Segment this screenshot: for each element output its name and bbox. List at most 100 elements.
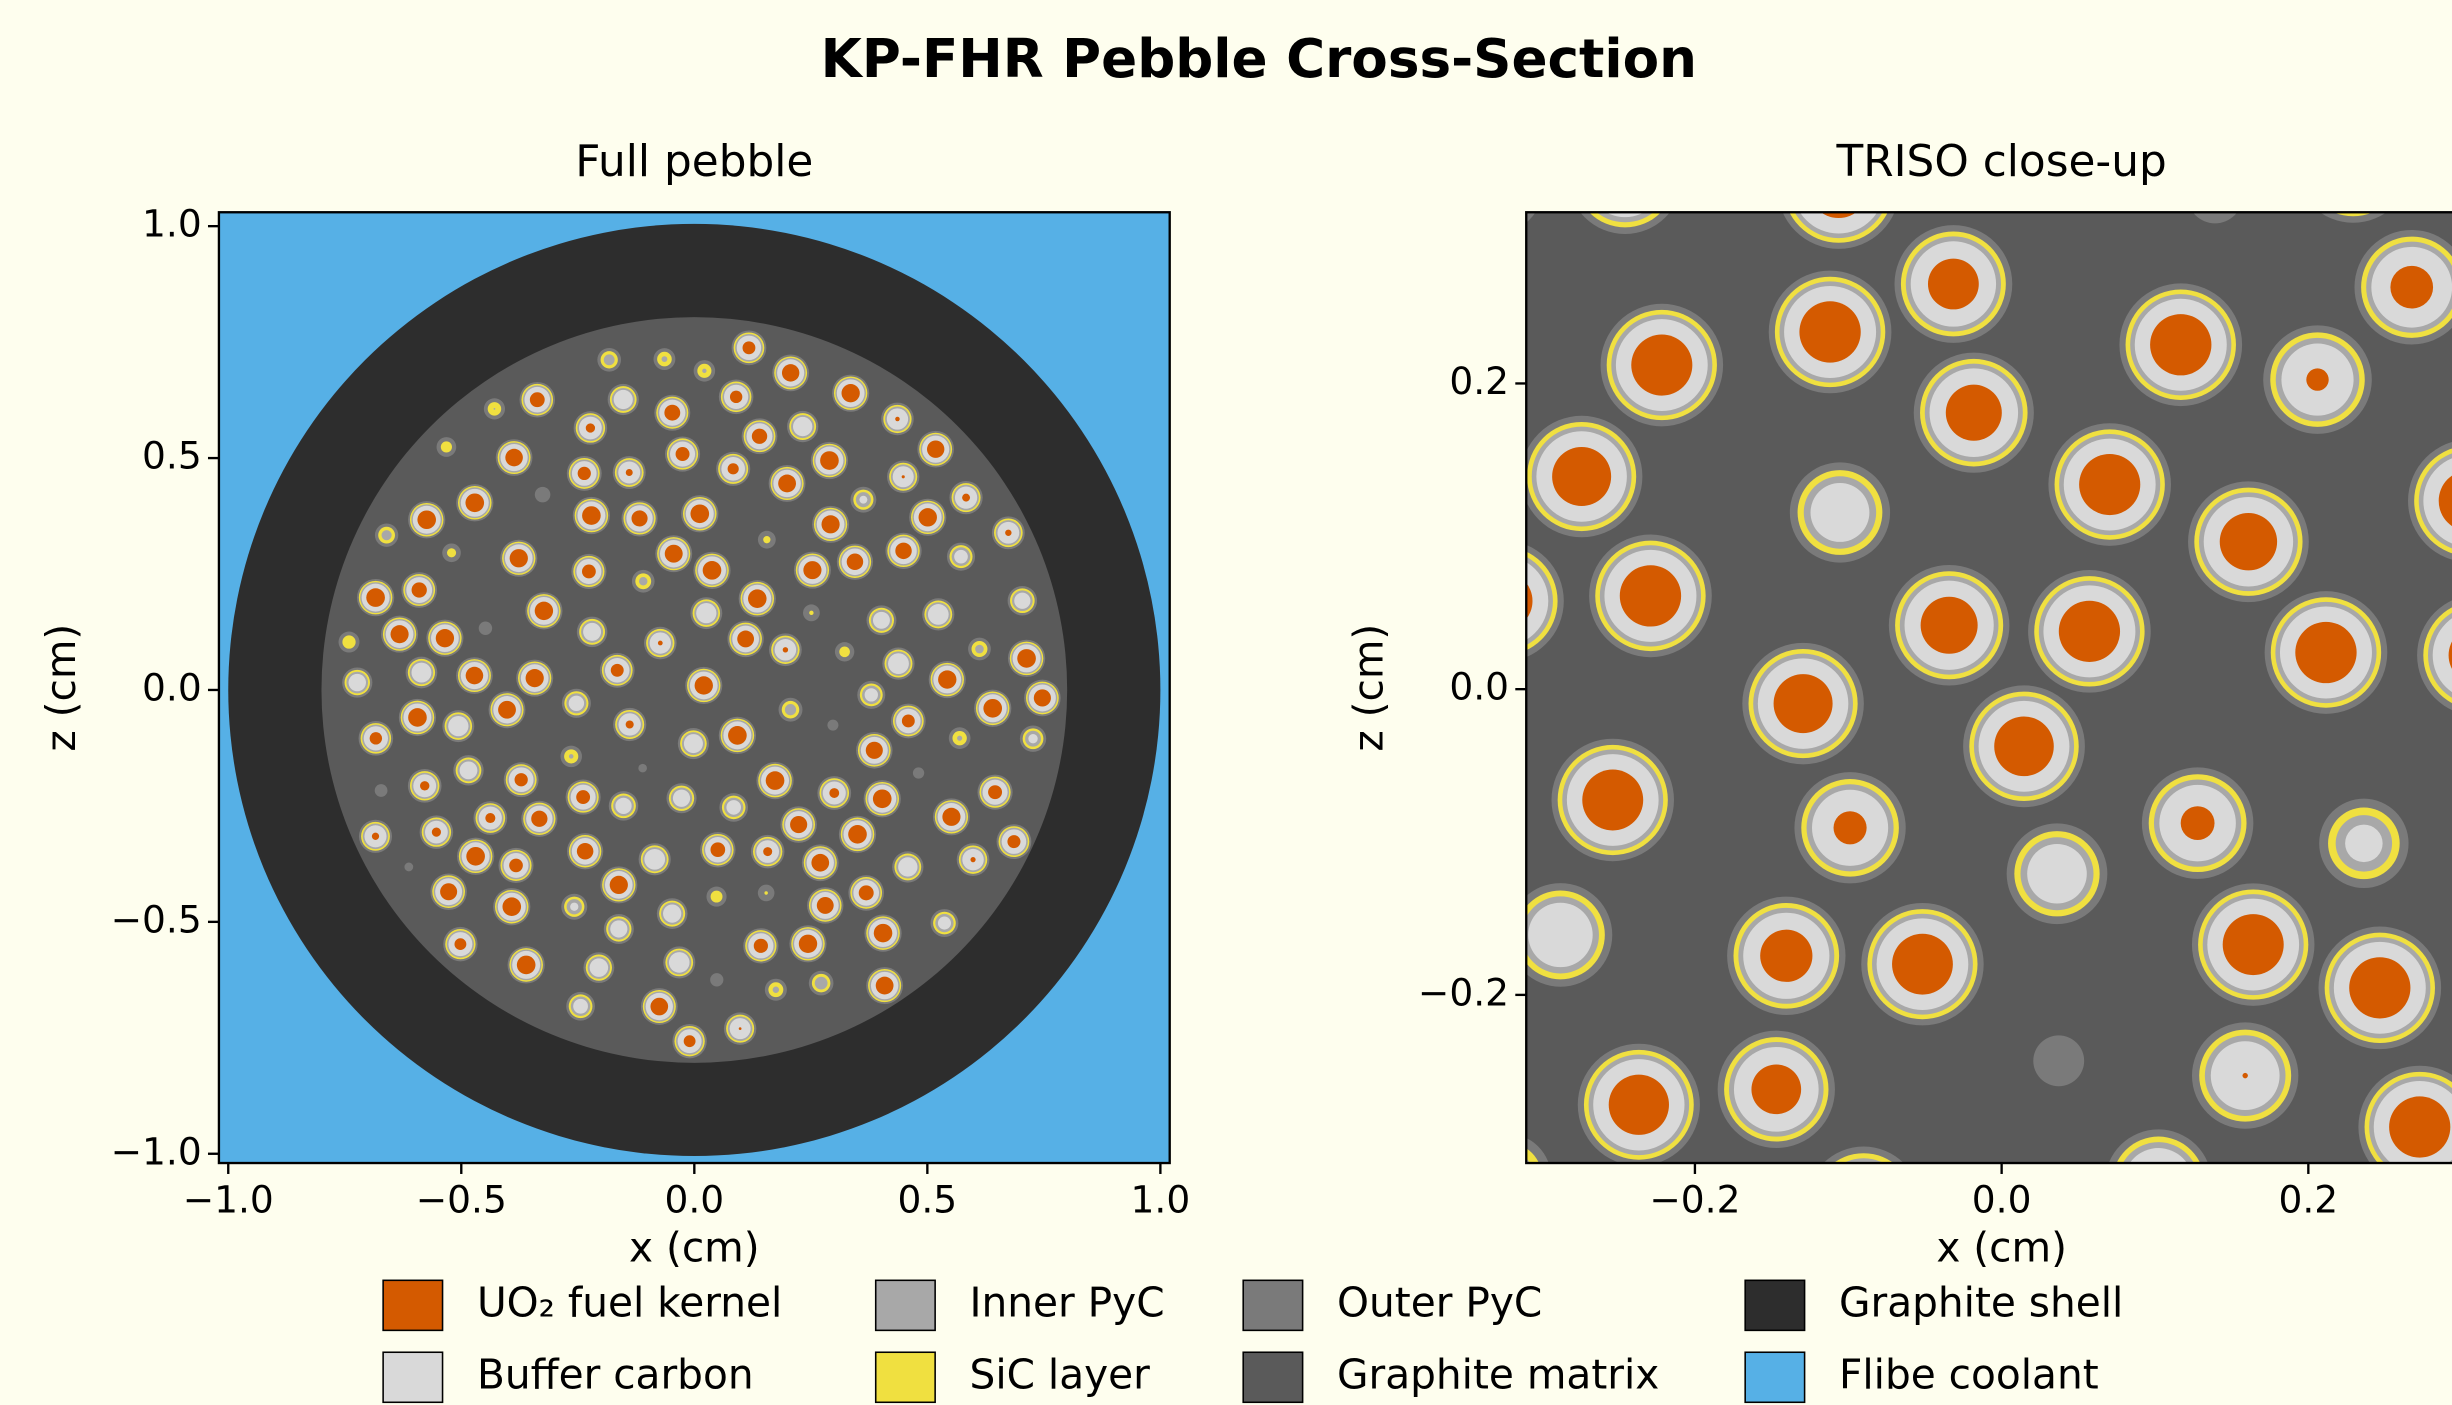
triso-layer — [1760, 929, 1813, 982]
legend-swatch — [382, 1351, 444, 1404]
triso-layer — [404, 862, 414, 872]
triso-layer — [2129, 1148, 2187, 1164]
triso-layer — [710, 973, 724, 987]
triso-layer — [742, 341, 756, 355]
triso-layer — [509, 549, 528, 568]
legend-swatch — [1744, 1279, 1806, 1332]
triso-layer — [2219, 513, 2278, 571]
triso-layer — [516, 955, 536, 975]
triso-layer — [827, 719, 839, 731]
triso-layer — [1820, 212, 1857, 218]
triso-layer — [2242, 1072, 2248, 1079]
triso-layer — [1526, 582, 1533, 620]
x-tick-label: 0.0 — [1972, 1178, 2032, 1222]
triso-layer — [1843, 1158, 1884, 1164]
triso-layer — [657, 640, 663, 646]
triso-layer — [583, 622, 602, 641]
plot-area — [218, 212, 1170, 1164]
triso-layer — [672, 789, 691, 807]
x-tick-label: 0.0 — [664, 1178, 724, 1222]
triso-layer — [582, 506, 601, 525]
triso-layer — [431, 827, 441, 837]
triso-layer — [419, 781, 430, 791]
triso-layer — [568, 695, 585, 712]
triso-layer — [748, 589, 767, 608]
triso-layer — [2448, 641, 2452, 669]
x-tick-label: 0.2 — [2278, 1178, 2338, 1222]
triso-layer — [988, 785, 1003, 800]
triso-layer — [727, 463, 739, 475]
triso-layer — [2349, 957, 2411, 1019]
legend-swatch — [1242, 1351, 1304, 1404]
triso-layer — [505, 448, 523, 467]
triso-layer — [2295, 621, 2357, 684]
triso-layer — [576, 843, 594, 860]
triso-layer — [603, 354, 615, 366]
triso-layer — [728, 726, 747, 745]
triso-layer — [631, 510, 648, 527]
triso-layer — [901, 714, 915, 728]
triso-layer — [440, 441, 452, 453]
triso-layer — [1526, 1148, 1539, 1164]
triso-layer — [753, 938, 768, 953]
triso-layer — [2438, 475, 2452, 527]
triso-layer — [954, 549, 968, 564]
triso-layer — [374, 784, 388, 797]
triso-layer — [1582, 769, 1644, 831]
triso-layer — [710, 842, 726, 858]
triso-layer — [661, 356, 668, 363]
y-tick-label: 0.0 — [142, 665, 202, 709]
y-tick-label: −0.5 — [111, 897, 202, 941]
triso-layer — [690, 504, 710, 524]
triso-layer — [803, 561, 822, 580]
triso-layer — [366, 588, 385, 607]
triso-layer — [663, 904, 682, 923]
triso-layer — [2150, 314, 2212, 376]
triso-layer — [912, 767, 925, 779]
triso-layer — [446, 548, 457, 558]
triso-layer — [888, 653, 909, 675]
triso-layer — [792, 416, 813, 437]
legend-swatch — [1744, 1351, 1806, 1404]
triso-layer — [875, 976, 894, 995]
triso-layer — [821, 515, 840, 534]
triso-layer — [1596, 212, 1654, 223]
triso-layer — [764, 891, 768, 895]
triso-layer — [738, 1027, 742, 1030]
triso-layer — [2390, 265, 2434, 309]
triso-layer — [610, 920, 628, 938]
triso-layer — [1528, 902, 1593, 968]
plot-area — [1526, 212, 2452, 1164]
triso-layer — [675, 447, 690, 462]
triso-layer — [570, 902, 579, 911]
triso-layer — [568, 754, 574, 759]
triso-layer — [417, 510, 436, 530]
triso-layer — [514, 773, 528, 787]
triso-layer — [1552, 447, 1612, 507]
triso-layer — [846, 553, 864, 571]
triso-layer — [1994, 716, 2054, 777]
triso-layer — [1007, 835, 1021, 849]
triso-layer — [816, 897, 834, 914]
triso-layer — [864, 688, 878, 702]
triso-layer — [525, 669, 544, 688]
triso-layer — [683, 734, 703, 754]
triso-layer — [858, 885, 874, 901]
triso-layer — [898, 857, 918, 877]
triso-layer — [1799, 301, 1861, 363]
triso-layer — [859, 495, 868, 504]
triso-layer — [1751, 1064, 1802, 1115]
triso-layer — [2345, 824, 2383, 863]
triso-layer — [1833, 1153, 1894, 1164]
legend-label: Inner PyC — [970, 1278, 1165, 1326]
triso-layer — [576, 790, 591, 805]
triso-layer — [798, 934, 818, 954]
triso-layer — [1892, 933, 1953, 995]
triso-layer — [664, 404, 681, 421]
triso-layer — [502, 897, 522, 916]
triso-layer — [814, 976, 828, 990]
triso-layer — [937, 916, 951, 930]
triso-layer — [466, 846, 485, 866]
triso-layer — [790, 816, 808, 834]
